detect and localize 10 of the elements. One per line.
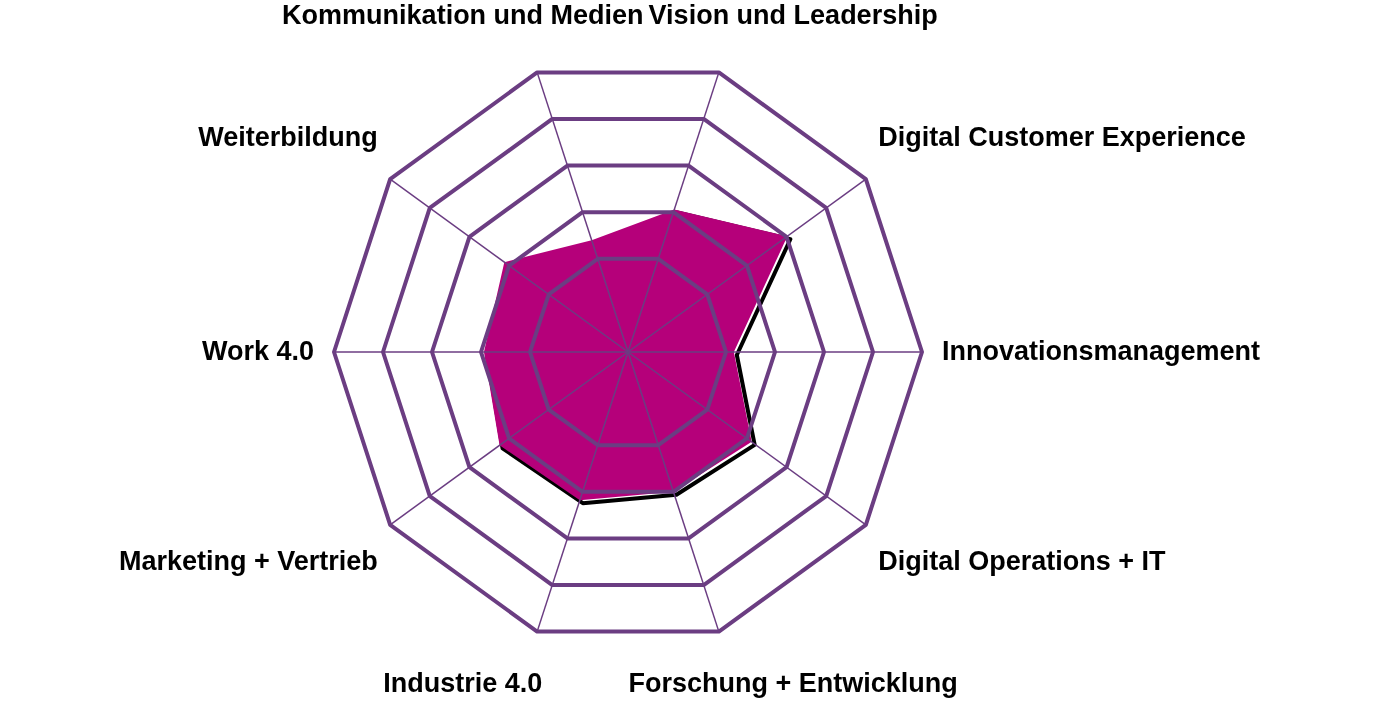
spoke-label: Digital Customer Experience (878, 121, 1246, 152)
spoke-label: Forschung + Entwicklung (628, 667, 958, 698)
spoke-label: Weiterbildung (198, 121, 378, 152)
spoke-label: Marketing + Vertrieb (118, 546, 378, 577)
spoke-label: Industrie 4.0 (383, 667, 543, 698)
spoke-label: Innovationsmanagement (942, 336, 1261, 366)
spoke-label: Work 4.0 (201, 336, 314, 366)
spoke-label: Digital Operations + IT (878, 546, 1167, 577)
spoke-label: Vision und Leadership (648, 0, 938, 31)
spoke-label: Kommunikation und Medien (282, 0, 644, 31)
